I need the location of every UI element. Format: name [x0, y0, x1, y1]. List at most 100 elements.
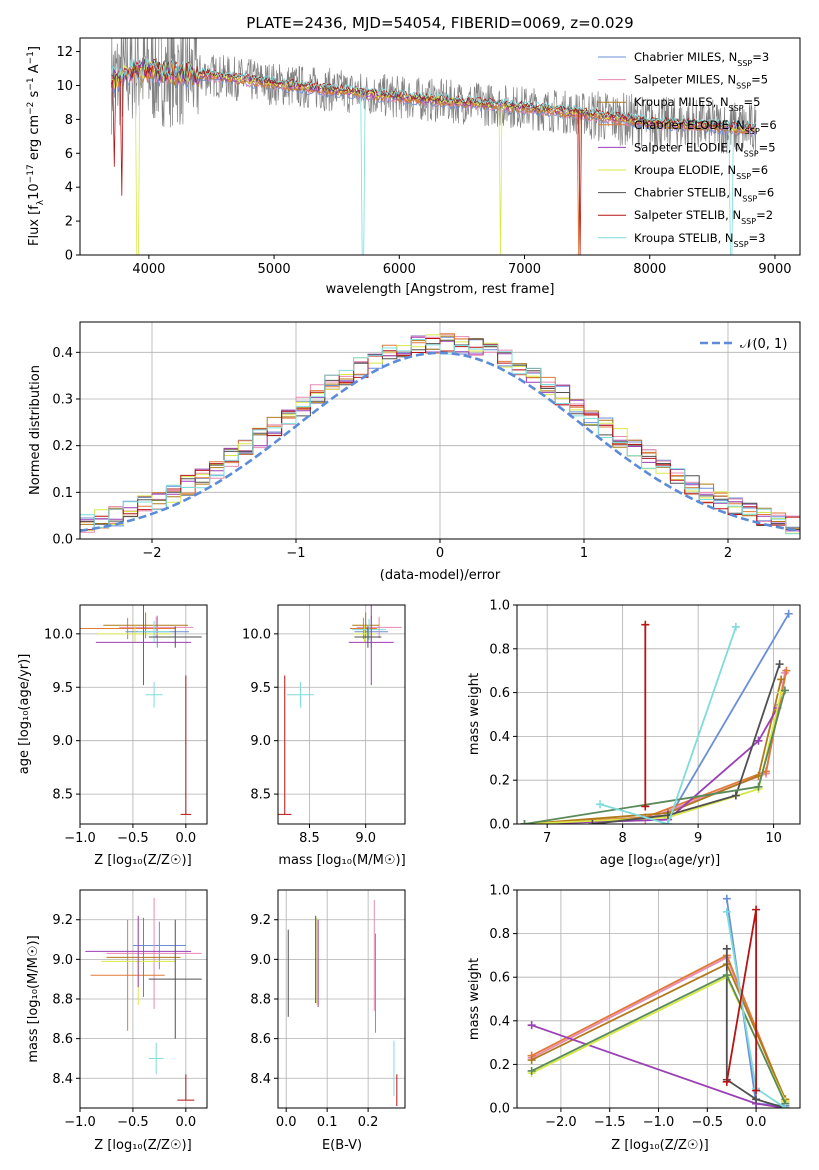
y-tick-label: 8.4: [250, 1072, 271, 1087]
errorbar-point: [349, 617, 377, 640]
y-tick-label: 4: [65, 181, 73, 196]
gaussian-curve: [80, 351, 800, 533]
series-marker: [777, 675, 786, 684]
y-tick-label: 0.0: [489, 818, 510, 833]
model-spectrum: [110, 57, 757, 255]
legend-label: Kroupa ELODIE, NSSP=6: [634, 163, 768, 181]
plot-area: [287, 899, 398, 1107]
series-marker: [780, 686, 789, 695]
panel-residuals: −2 −1 0 1 2 0.0 0.1 0.2 0.3 0.4 𝒩(0, 1): [52, 321, 801, 561]
x-axis-label: Z [log₁₀(Z/Z☉)]: [94, 853, 191, 868]
legend-label: Salpeter STELIB, NSSP=2: [634, 208, 773, 226]
errorbar-point: [180, 675, 192, 815]
errorbar-point: [132, 921, 186, 970]
x-tick-label: 0.1: [317, 1115, 338, 1130]
y-tick-label: 0.4: [52, 346, 73, 361]
x-tick-label: −2: [142, 546, 161, 561]
y-axis-label: mass [log₁₀(M/M☉)]: [26, 935, 41, 1062]
series-marker: [784, 609, 793, 618]
errorbar-point: [148, 626, 202, 648]
errorbar-point: [90, 919, 165, 1031]
series-marker: [752, 1086, 761, 1095]
y-tick-label: 9.2: [52, 913, 73, 928]
errorbar-point: [119, 616, 194, 639]
y-tick-label: 8.5: [250, 788, 271, 803]
y-tick-label: 6: [65, 147, 73, 162]
y-tick-label: 0.3: [52, 393, 73, 408]
plot-area: [527, 894, 790, 1108]
series-marker: [722, 894, 731, 903]
panel-age_vs_Z: −1.0 −0.5 0.0 8.5 9.0 9.5 10.0: [44, 604, 208, 846]
errorbar-point: [145, 681, 163, 708]
errorbar-point: [95, 605, 192, 686]
y-tick-label: 9.5: [250, 681, 271, 696]
x-tick-label: 0: [436, 546, 444, 561]
y-axis-label: Normed distribution: [28, 365, 43, 495]
legend-label: Salpeter MILES, NSSP=5: [634, 73, 768, 91]
x-tick-label: 6000: [383, 262, 416, 277]
series-line: [524, 672, 786, 824]
x-axis-label: age [log₁₀(age/yr)]: [600, 853, 721, 868]
axes-frame: [516, 889, 801, 1109]
legend-label: Kroupa STELIB, NSSP=3: [634, 231, 765, 249]
legend-label: 𝒩(0, 1): [740, 337, 787, 352]
y-tick-label: 0.4: [489, 730, 510, 745]
y-tick-label: 9.0: [52, 734, 73, 749]
y-tick-label: 0.1: [52, 486, 73, 501]
x-tick-label: 0.0: [175, 1115, 196, 1130]
series-marker: [752, 1095, 761, 1104]
series-marker: [752, 905, 761, 914]
series-line: [524, 679, 782, 824]
y-tick-label: 9.5: [52, 681, 73, 696]
y-tick-label: 9.0: [250, 953, 271, 968]
y-tick-label: 0.0: [489, 1102, 510, 1117]
y-tick-label: 0.2: [52, 439, 73, 454]
axes-frame: [277, 604, 406, 825]
panel-spectrum: 4000 5000 6000 7000 8000 9000 0 2 4 6 8 10 12 Chabrie…: [56, 37, 801, 277]
series-marker: [596, 800, 605, 809]
y-tick-label: 0.2: [489, 1058, 510, 1073]
series-line: [725, 948, 786, 1108]
series-line: [524, 670, 788, 824]
panel-massweight_vs_age: 7 8 9 10 0.0 0.2 0.4 0.6 0.8 1.0: [489, 599, 801, 846]
axes-frame: [277, 889, 406, 1109]
series-line: [524, 690, 786, 824]
series-marker: [722, 907, 731, 916]
series-marker: [731, 622, 740, 631]
y-tick-label: 0.8: [489, 927, 510, 942]
y-tick-label: 8.8: [250, 993, 271, 1008]
x-tick-label: −1.0: [64, 1115, 96, 1130]
plot-area: [278, 605, 402, 815]
errorbar-point: [278, 675, 292, 815]
x-tick-label: 9: [694, 831, 702, 846]
legend-label: Chabrier STELIB, NSSP=6: [634, 186, 774, 204]
x-tick-label: −0.5: [117, 831, 149, 846]
chart-title: PLATE=2436, MJD=54054, FIBERID=0069, z=0…: [246, 14, 633, 32]
x-tick-label: −1: [286, 546, 305, 561]
x-tick-label: 2: [724, 546, 732, 561]
series-marker: [731, 791, 740, 800]
errorbar-point: [348, 605, 394, 686]
x-tick-label: 0.2: [358, 1115, 379, 1130]
series-marker: [663, 820, 672, 824]
x-axis-label: E(B-V): [322, 1138, 362, 1153]
errorbar-point: [354, 626, 382, 648]
x-tick-label: 0.0: [175, 831, 196, 846]
x-tick-label: −1.0: [643, 1115, 675, 1130]
series-marker: [754, 736, 763, 745]
x-tick-label: −1.5: [594, 1115, 626, 1130]
series-marker: [722, 971, 731, 980]
series-marker: [641, 802, 650, 811]
plot-area: [520, 609, 793, 824]
series-line: [599, 626, 737, 824]
x-axis-label: (data-model)/error: [380, 568, 501, 583]
series-marker: [722, 1077, 731, 1086]
series-marker: [527, 1066, 536, 1075]
y-tick-label: 0.6: [489, 971, 510, 986]
errorbar-point: [106, 917, 181, 998]
series-marker: [588, 820, 597, 824]
plot-area: [110, 38, 757, 255]
y-tick-label: 10.0: [44, 627, 73, 642]
y-tick-label: 8: [65, 113, 73, 128]
y-tick-label: 9.0: [250, 734, 271, 749]
